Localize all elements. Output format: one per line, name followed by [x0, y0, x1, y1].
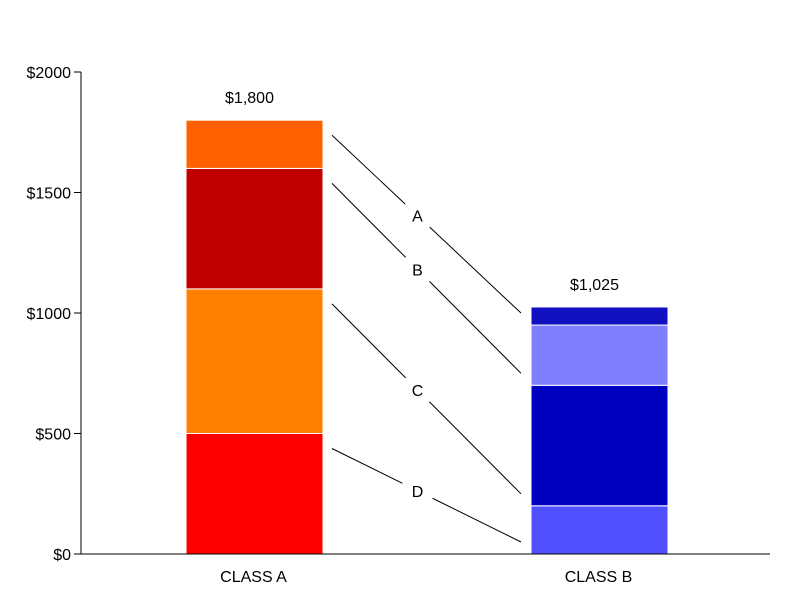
bar-segment-c-class-b — [530, 384, 669, 507]
series-label-c: C — [412, 383, 424, 400]
y-tick-label: $1500 — [27, 186, 72, 203]
bar-segment-a-class-b — [530, 306, 669, 326]
connector-line — [428, 280, 522, 374]
bar-segment-c-class-a — [185, 288, 324, 434]
bars — [185, 119, 669, 555]
bar-segment-b-class-a — [185, 167, 324, 290]
bar-segment-d-class-a — [185, 433, 324, 555]
x-tick-label: CLASS A — [220, 569, 287, 586]
y-tick-label: $500 — [35, 427, 71, 444]
connector-line — [428, 401, 522, 495]
connector-line — [331, 448, 403, 484]
bar-segment-b-class-b — [530, 324, 669, 386]
total-label: $1,025 — [570, 277, 619, 294]
series-label-a: A — [412, 209, 423, 226]
y-tick-label: $0 — [53, 547, 71, 564]
total-label: $1,800 — [225, 90, 274, 107]
x-axis: CLASS A CLASS B — [81, 553, 770, 586]
connector-line — [331, 183, 407, 258]
y-tick-label: $2000 — [27, 65, 72, 82]
series-connectors: D C B A — [331, 134, 522, 543]
data-labels: $1,800 $1,025 — [225, 90, 619, 294]
y-tick-label: $1000 — [27, 306, 72, 323]
bar-segment-d-class-b — [530, 505, 669, 555]
y-axis: $0 $500 $1000 $1500 $2000 — [27, 65, 82, 564]
bar-segment-a-class-a — [185, 119, 324, 169]
connector-line — [331, 134, 406, 205]
x-tick-label: CLASS B — [565, 569, 633, 586]
series-label-d: D — [412, 484, 424, 501]
connector-line — [432, 497, 522, 543]
series-label-b: B — [412, 262, 423, 279]
connector-line — [331, 303, 407, 379]
connector-line — [429, 226, 522, 314]
